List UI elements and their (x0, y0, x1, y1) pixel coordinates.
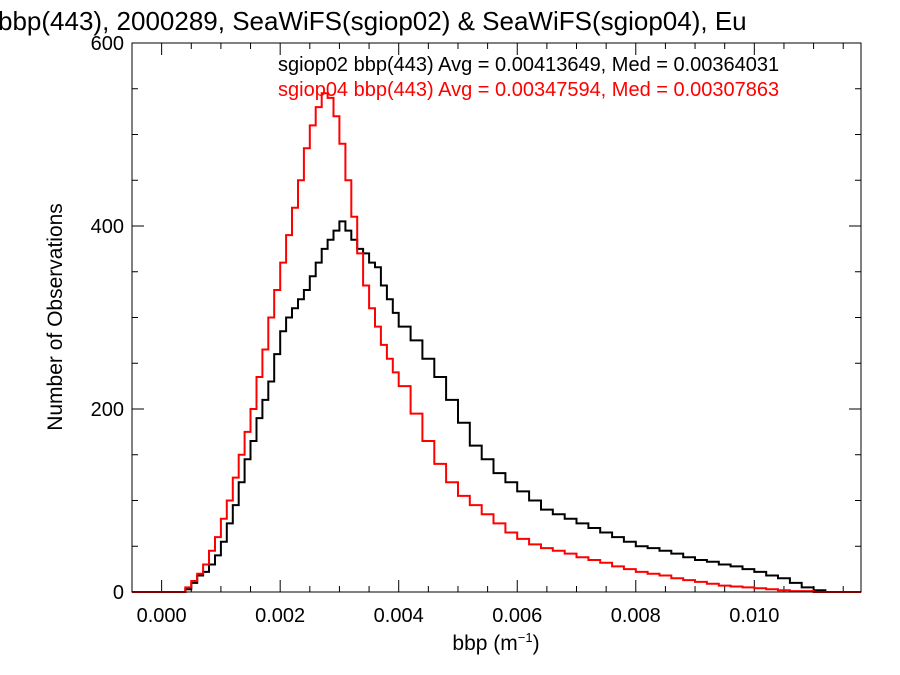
x-tick-label: 0.006 (492, 605, 542, 627)
y-tick-label: 600 (91, 33, 124, 55)
y-tick-label: 400 (91, 216, 124, 238)
chart-title: bbp(443), 2000289, SeaWiFS(sgiop02) & Se… (0, 6, 747, 36)
x-tick-label: 0.008 (611, 605, 661, 627)
x-tick-label: 0.000 (137, 605, 187, 627)
series-line-1 (132, 220, 861, 593)
x-axis-label: bbp (m−1) (452, 630, 539, 655)
x-tick-label: 0.004 (374, 605, 424, 627)
y-tick-label: 200 (91, 399, 124, 421)
legend-annotations: sgiop02 bbp(443) Avg = 0.00413649, Med =… (278, 54, 779, 101)
legend-annotation-1: sgiop02 bbp(443) Avg = 0.00413649, Med =… (278, 54, 779, 76)
legend-annotation-2: sgiop04 bbp(443) Avg = 0.00347594, Med =… (278, 79, 779, 101)
x-tick-label: 0.010 (729, 605, 779, 627)
series-group (132, 92, 861, 593)
x-axis-label-main: bbp (m (452, 632, 517, 655)
y-tick-label: 0 (113, 582, 124, 604)
x-axis: 0.000 0.002 0.004 0.006 0.008 0.010 (137, 43, 844, 627)
x-axis-label-end: ) (533, 632, 540, 655)
x-tick-label: 0.002 (255, 605, 305, 627)
x-axis-label-exponent: −1 (518, 630, 533, 645)
y-axis: 0 200 400 600 (91, 33, 861, 604)
y-axis-label: Number of Observations (44, 203, 67, 431)
series-line-2 (132, 92, 861, 593)
plot-frame (131, 42, 862, 593)
